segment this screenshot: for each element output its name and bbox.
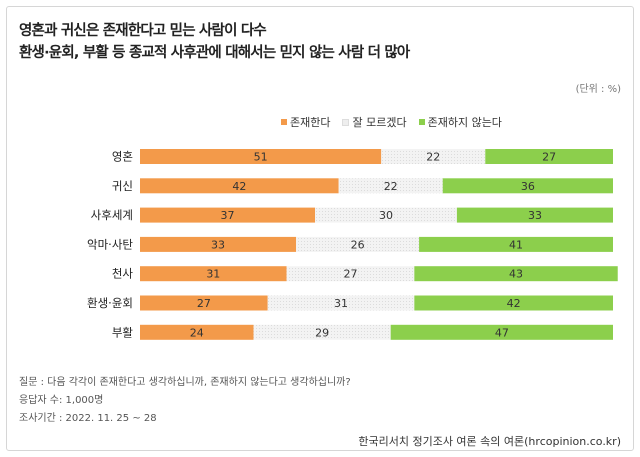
category-label: 귀신 <box>112 179 133 193</box>
value-label-not-exist: 43 <box>509 268 523 281</box>
bar-not-exist <box>442 178 613 194</box>
bar-not-exist <box>390 324 613 340</box>
value-label-exist: 27 <box>197 297 211 310</box>
category-label: 사후세계 <box>91 208 133 222</box>
category-label: 부활 <box>112 325 134 339</box>
bar-exist <box>140 295 268 311</box>
value-label-exist: 42 <box>232 180 246 193</box>
bar-unsure <box>315 207 457 223</box>
value-label-unsure: 22 <box>426 151 440 164</box>
value-label-not-exist: 42 <box>507 297 521 310</box>
bar-not-exist <box>414 266 618 282</box>
category-label: 영혼 <box>112 150 133 164</box>
legend-swatch-exist <box>281 119 287 125</box>
bar-unsure <box>253 324 391 340</box>
legend-label-unsure: 잘 모르겠다 <box>352 116 407 129</box>
bar-exist <box>140 324 254 340</box>
value-label-not-exist: 33 <box>528 209 542 222</box>
survey-period: 조사기간 : 2022. 11. 25 ~ 28 <box>19 413 157 424</box>
value-label-exist: 24 <box>190 326 204 339</box>
value-label-exist: 33 <box>211 238 225 251</box>
value-label-exist: 31 <box>206 268 220 281</box>
bar-exist <box>140 178 339 194</box>
chart-title-line1: 영혼과 귀신은 존재한다고 믿는 사람이 다수 <box>19 23 267 39</box>
value-label-unsure: 26 <box>351 238 365 251</box>
legend-label-exist: 존재한다 <box>290 116 331 129</box>
bar-not-exist <box>414 295 613 311</box>
legend: 존재한다 잘 모르겠다 존재하지 않는다 <box>281 114 502 130</box>
legend-item-not-exist: 존재하지 않는다 <box>418 114 502 130</box>
stacked-bar-chart: 영혼 51 22 27 귀신 42 22 36 사후세계 37 30 33 악마·사탄 33 26 41 천사 3… <box>87 149 618 340</box>
value-label-not-exist: 27 <box>542 151 556 164</box>
chart-card: 영혼과 귀신은 존재한다고 믿는 사람이 다수 환생·윤회, 부활 등 종교적 … <box>6 6 634 451</box>
bar-not-exist <box>456 207 613 223</box>
bar-unsure <box>296 236 420 252</box>
survey-question: 질문 : 다음 각각이 존재한다고 생각하십니까, 존재하지 않는다고 생각하십… <box>19 377 351 388</box>
value-label-unsure: 30 <box>379 209 393 222</box>
legend-item-exist: 존재한다 <box>281 114 330 130</box>
value-label-not-exist: 41 <box>509 238 523 251</box>
bar-unsure <box>286 266 415 282</box>
unit-label: (단위 : %) <box>575 84 621 95</box>
sample-size: 응답자 수: 1,000명 <box>19 395 104 406</box>
category-label: 악마·사탄 <box>87 237 133 251</box>
legend-swatch-not-exist <box>418 119 425 125</box>
bar-unsure <box>267 295 415 311</box>
category-label: 천사 <box>112 267 134 281</box>
bar-exist <box>140 149 382 164</box>
value-label-unsure: 31 <box>334 297 348 310</box>
legend-item-unsure: 잘 모르겠다 <box>342 114 407 130</box>
category-label: 환생·윤회 <box>87 296 133 310</box>
value-label-unsure: 22 <box>384 180 398 193</box>
bar-unsure <box>338 178 443 194</box>
value-label-not-exist: 36 <box>521 180 535 193</box>
bar-not-exist <box>419 236 613 252</box>
value-label-unsure: 29 <box>315 326 329 339</box>
bar-exist <box>140 236 297 252</box>
value-label-unsure: 27 <box>343 268 357 281</box>
value-label-not-exist: 47 <box>495 326 509 339</box>
legend-label-not-exist: 존재하지 않는다 <box>427 116 502 129</box>
legend-swatch-unsure <box>342 118 350 126</box>
source-credit: 한국리서치 정기조사 여론 속의 여론(hrcopinion.co.kr) <box>358 435 621 448</box>
bar-exist <box>140 266 287 282</box>
bar-not-exist <box>485 149 613 164</box>
bar-unsure <box>381 149 486 164</box>
value-label-exist: 51 <box>254 151 268 164</box>
chart-title-line2: 환생·윤회, 부활 등 종교적 사후관에 대해서는 믿지 않는 사람 더 많아 <box>19 45 410 61</box>
value-label-exist: 37 <box>221 209 235 222</box>
bar-exist <box>140 207 316 223</box>
